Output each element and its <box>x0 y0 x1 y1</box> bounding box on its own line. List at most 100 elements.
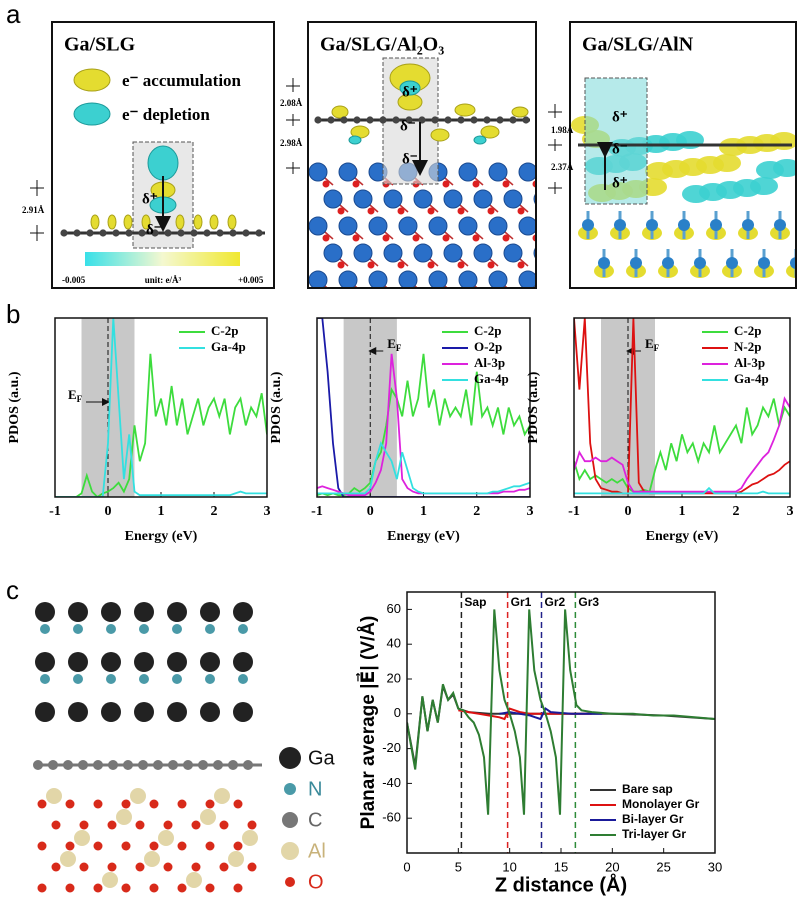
al-atom <box>309 270 328 287</box>
charge-label: δ⁻ <box>402 151 418 167</box>
o-atom <box>337 261 345 269</box>
al-atom <box>413 189 433 209</box>
x-axis-label: Energy (eV) <box>646 529 719 544</box>
series-line <box>407 609 715 815</box>
legend-label: N <box>308 778 322 800</box>
o-atom <box>533 289 540 296</box>
ga-atom <box>167 702 187 722</box>
o-atom <box>382 234 390 242</box>
ga-atom <box>167 602 187 622</box>
fermi-label: EF <box>645 336 660 353</box>
distance-bracket <box>30 180 44 241</box>
al-atom <box>742 219 754 231</box>
o-atom <box>502 234 510 242</box>
carbon-atom <box>366 116 374 124</box>
accumulation <box>209 214 219 230</box>
ga-atom <box>101 702 121 722</box>
al-atom <box>102 872 118 888</box>
carbon-atom <box>255 229 263 237</box>
o-atom <box>352 180 360 188</box>
o-atom <box>352 234 360 242</box>
series-line <box>317 353 530 497</box>
o-atom <box>219 820 229 830</box>
plot-frame <box>54 317 268 498</box>
o-atom <box>473 289 480 296</box>
carbon-atom <box>483 116 491 124</box>
structure-layers: Ga NC Al O <box>33 602 336 893</box>
x-tick-label: 1 <box>679 504 686 519</box>
al-atom <box>60 851 76 867</box>
x-axis-label: Energy (eV) <box>125 529 198 544</box>
structure-al2o3 <box>309 57 558 296</box>
al-atom <box>473 189 493 209</box>
legend-label: Ga-4p <box>734 371 769 386</box>
c-atom <box>108 760 118 770</box>
al-atom <box>323 189 343 209</box>
ga-atom <box>68 652 88 672</box>
legend-label: Ga-4p <box>474 371 509 386</box>
series-line <box>574 486 790 495</box>
n-atom <box>139 674 149 684</box>
ga-atom <box>101 602 121 622</box>
carbon-atom <box>125 229 133 237</box>
accumulation <box>227 214 237 230</box>
carbon-atom <box>379 116 387 124</box>
o-atom <box>163 862 173 872</box>
x-axis-label: Energy (eV) <box>387 529 460 544</box>
colorbar-label: unit: e/Å³ <box>145 275 182 285</box>
al-atom <box>368 270 388 287</box>
al-atom <box>383 189 403 209</box>
al-atom <box>144 851 160 867</box>
o-atom <box>93 883 103 893</box>
o-atom <box>502 180 510 188</box>
o-atom <box>532 180 535 188</box>
o-atom <box>322 234 330 242</box>
o-atom <box>233 841 243 851</box>
x-tick-label: 1 <box>158 504 165 519</box>
al-atom <box>338 216 358 236</box>
charge-label: δ⁺ <box>142 191 158 207</box>
al-atom <box>518 162 535 182</box>
o-atom <box>177 883 187 893</box>
distance-bracket <box>286 78 300 174</box>
o-atom <box>532 234 535 242</box>
o-atom <box>121 841 131 851</box>
al-atom <box>353 243 373 263</box>
o-atom <box>323 289 330 296</box>
charge-label: δ⁻ <box>146 222 162 238</box>
al-atom <box>383 243 403 263</box>
o-atom <box>93 841 103 851</box>
bond <box>543 199 558 212</box>
legend-label: Al-3p <box>474 355 505 370</box>
al-atom <box>200 809 216 825</box>
depletion <box>348 135 362 145</box>
al-atom <box>413 243 433 263</box>
al-atom <box>533 193 535 205</box>
al-atom <box>443 243 463 263</box>
o-atom <box>149 799 159 809</box>
o-atom <box>457 261 465 269</box>
ga-atom <box>167 652 187 672</box>
accumulation <box>107 214 117 230</box>
x-tick-label: 15 <box>554 859 568 874</box>
x-tick-label: 2 <box>211 504 218 519</box>
al-atom <box>458 162 478 182</box>
series-line <box>317 441 530 495</box>
al-atom <box>790 257 795 269</box>
legend-label: Monolayer Gr <box>622 797 700 811</box>
carbon-atom <box>457 116 465 124</box>
o-atom <box>135 862 145 872</box>
o-atom <box>191 862 201 872</box>
panel-title: Ga/SLG/AlN <box>582 34 694 56</box>
x-tick-label: -1 <box>311 504 323 519</box>
al-atom <box>533 247 535 259</box>
o-atom <box>413 289 420 296</box>
structure-aln <box>571 77 795 278</box>
n-atom <box>73 674 83 684</box>
legend-label: Tri-layer Gr <box>622 827 686 841</box>
al-atom <box>726 257 738 269</box>
al-atom <box>488 162 508 182</box>
carbon-atom <box>203 229 211 237</box>
o-atom <box>107 820 117 830</box>
y-axis-label: Planar average |E⃗| (V/Å) <box>356 616 379 830</box>
